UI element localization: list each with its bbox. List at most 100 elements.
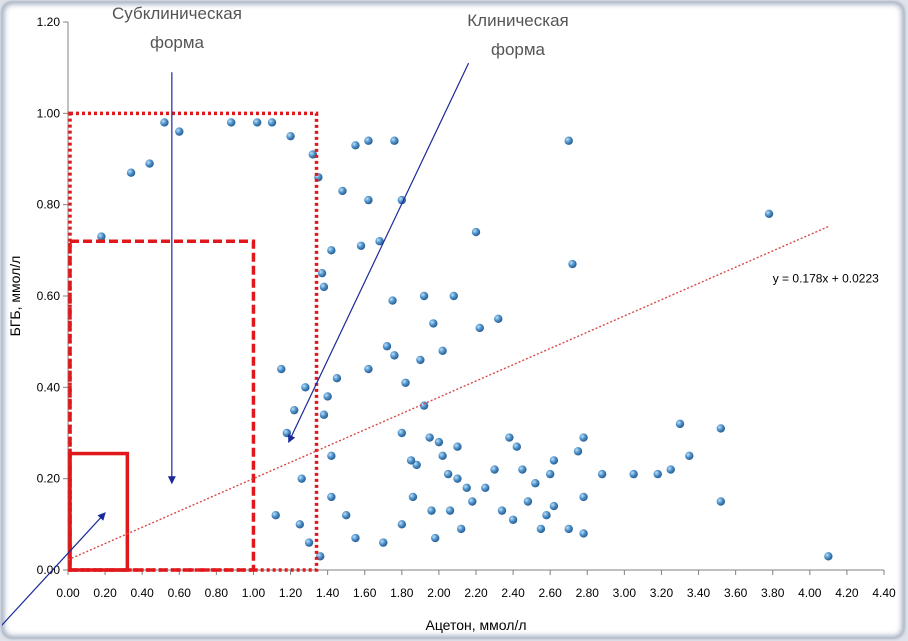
data-point [412, 460, 421, 470]
data-point [453, 442, 462, 451]
y-axis-label: БГБ, ммол/л [7, 256, 23, 337]
data-point [416, 355, 425, 365]
data-point [434, 437, 444, 447]
data-point [304, 538, 314, 547]
data-point [175, 127, 184, 136]
data-point [282, 428, 292, 438]
data-point [271, 511, 280, 520]
data-point [290, 405, 299, 415]
annotation-label: Субклиническая [112, 4, 242, 23]
data-point [390, 351, 399, 360]
data-point [518, 465, 527, 474]
data-point [252, 118, 262, 127]
y-tick-label: 1.20 [37, 15, 61, 29]
data-point [408, 492, 418, 502]
data-point [364, 364, 373, 374]
data-point [512, 442, 521, 451]
data-point [317, 268, 327, 278]
data-point [145, 159, 154, 168]
annotation-label: форма [491, 40, 546, 59]
data-point [227, 118, 236, 127]
data-point [277, 364, 286, 374]
x-tick-label: 2.20 [464, 586, 488, 600]
data-point [597, 469, 607, 479]
data-point [397, 520, 407, 529]
x-tick-label: 0.60 [168, 586, 192, 600]
data-point [401, 378, 410, 387]
data-point [508, 515, 518, 524]
data-point [573, 447, 583, 456]
data-point [453, 474, 462, 483]
x-tick-label: 4.40 [872, 586, 896, 600]
annotation-arrow [2, 512, 106, 626]
data-point [438, 451, 447, 461]
data-point [549, 456, 559, 465]
data-point [323, 392, 332, 401]
data-point [351, 141, 360, 150]
data-point [419, 291, 429, 301]
region-box-dotted [68, 111, 319, 572]
data-point [390, 136, 399, 145]
data-point [568, 259, 577, 269]
x-tick-label: 2.00 [427, 586, 451, 600]
data-point [364, 195, 373, 205]
data-point [445, 506, 455, 515]
data-point [764, 209, 774, 218]
data-point [629, 469, 638, 479]
y-tick-label: 0.00 [37, 563, 61, 577]
x-tick-label: 1.00 [242, 586, 266, 600]
region-box-solid [68, 451, 130, 572]
x-tick-label: 4.00 [798, 586, 822, 600]
data-point [97, 232, 106, 241]
data-point [443, 469, 453, 479]
data-point [579, 492, 588, 502]
data-point [379, 538, 388, 547]
trendline-equation: y = 0.178x + 0.0223 [773, 271, 879, 285]
data-point [481, 483, 490, 492]
data-point [425, 433, 434, 442]
x-tick-label: 3.20 [650, 586, 674, 600]
data-point [449, 291, 458, 301]
data-point [319, 282, 329, 292]
data-point [286, 131, 295, 141]
data-point [431, 533, 440, 543]
data-point [462, 483, 471, 492]
data-point [327, 492, 336, 502]
data-point [716, 497, 725, 506]
y-tick-label: 1.00 [37, 106, 61, 120]
data-point [497, 506, 507, 515]
data-point [685, 451, 694, 461]
data-point [490, 465, 499, 474]
x-tick-label: 3.40 [687, 586, 711, 600]
data-point [429, 319, 438, 328]
data-point [382, 342, 392, 351]
axes [67, 22, 884, 571]
data-point [338, 186, 347, 196]
y-tick-label: 0.80 [37, 198, 61, 212]
data-point [531, 479, 540, 488]
data-point [319, 410, 329, 419]
data-point [542, 511, 551, 520]
data-point [427, 506, 436, 515]
data-point [332, 374, 342, 383]
annotation-label: форма [150, 33, 205, 52]
annotation-label: Клиническая [467, 11, 569, 30]
x-axis-label: Ацетон, ммол/л [425, 617, 526, 633]
data-point [468, 497, 477, 506]
data-point [406, 456, 416, 465]
x-tick-label: 1.40 [316, 586, 340, 600]
data-point [327, 246, 336, 255]
data-point [564, 524, 573, 534]
data-point [523, 497, 533, 506]
region-box-dashed [68, 239, 256, 572]
data-point [375, 237, 384, 246]
data-point [419, 401, 429, 410]
data-point [327, 451, 336, 461]
data-point [579, 433, 588, 442]
data-point [653, 469, 662, 479]
data-point [545, 469, 555, 479]
data-point [397, 428, 407, 438]
data-point [267, 118, 277, 127]
x-tick-label: 0.20 [93, 586, 117, 600]
